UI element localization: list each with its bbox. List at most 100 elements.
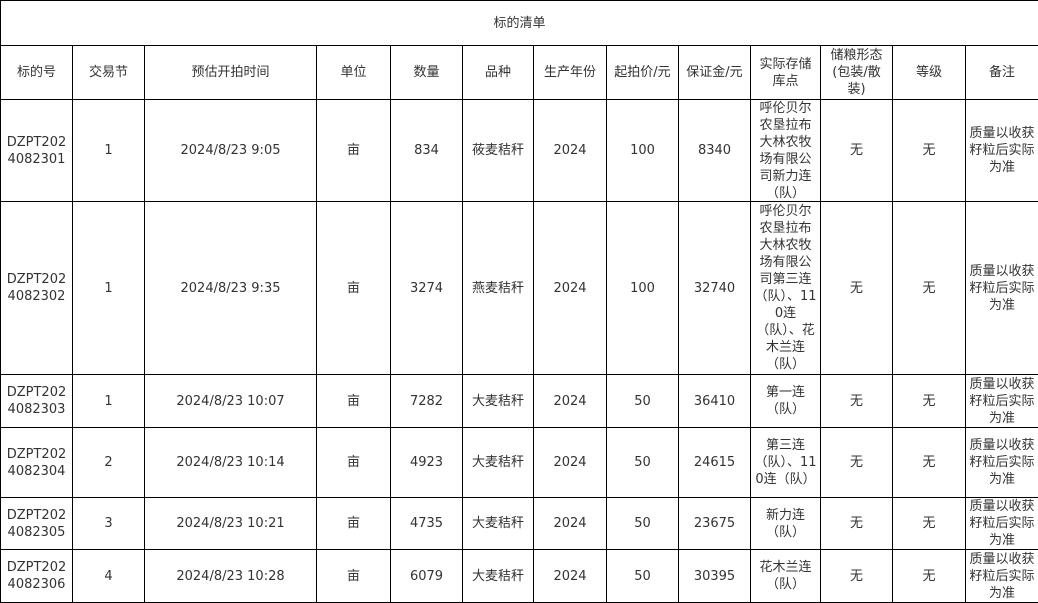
lot-id-text: DZPT2024082305 <box>4 507 69 541</box>
cell-storage-form: 无 <box>821 202 893 375</box>
grade-value: 无 <box>896 515 962 532</box>
year-value: 2024 <box>537 280 603 297</box>
cell-year: 2024 <box>534 202 607 375</box>
year-value: 2024 <box>537 142 603 159</box>
header-quantity: 数量 <box>391 46 463 100</box>
cell-storage-location: 呼伦贝尔农垦拉布大林农牧场有限公司新力连（队） <box>751 100 821 202</box>
variety-text: 大麦秸秆 <box>466 515 530 532</box>
storage-form-value: 无 <box>824 280 889 297</box>
deposit-value: 8340 <box>682 142 747 159</box>
header-session: 交易节 <box>73 46 145 100</box>
grade-text: 无 <box>896 454 962 471</box>
header-deposit: 保证金/元 <box>679 46 751 100</box>
start-price-value: 50 <box>610 393 675 410</box>
start-price-text: 50 <box>610 568 675 585</box>
cell-start-time: 2024/8/23 10:21 <box>145 498 317 550</box>
session-text: 1 <box>76 393 141 410</box>
variety-value: 燕麦秸秆 <box>466 280 530 297</box>
remark-value: 质量以收获籽粒后实际为准 <box>969 551 1035 602</box>
storage-location-value: 呼伦贝尔农垦拉布大林农牧场有限公司第三连（队）、110连（队）、花木兰连（队） <box>754 203 817 373</box>
start-time-text: 2024/8/23 10:14 <box>148 454 313 471</box>
year-text: 2024 <box>537 454 603 471</box>
start-time-value: 2024/8/23 10:14 <box>148 454 313 471</box>
cell-storage-location: 第三连（队）、110连（队） <box>751 428 821 498</box>
remark-text: 质量以收获籽粒后实际为准 <box>969 551 1035 602</box>
start-price-text: 100 <box>610 280 675 297</box>
lot-id-value: DZPT2024082306 <box>4 559 69 593</box>
cell-year: 2024 <box>534 550 607 603</box>
unit-text: 亩 <box>320 393 387 410</box>
header-lot-id: 标的号 <box>1 46 73 100</box>
storage-form-value: 无 <box>824 454 889 471</box>
storage-form-text: 无 <box>824 142 889 159</box>
cell-deposit: 30395 <box>679 550 751 603</box>
header-start-time: 预估开拍时间 <box>145 46 317 100</box>
cell-deposit: 8340 <box>679 100 751 202</box>
deposit-text: 30395 <box>682 568 747 585</box>
session-value: 1 <box>76 393 141 410</box>
deposit-value: 30395 <box>682 568 747 585</box>
start-time-text: 2024/8/23 9:35 <box>148 280 313 297</box>
cell-storage-form: 无 <box>821 100 893 202</box>
unit-text: 亩 <box>320 142 387 159</box>
variety-value: 莜麦秸秆 <box>466 142 530 159</box>
storage-location-text: 第一连（队） <box>754 384 817 418</box>
deposit-text: 8340 <box>682 142 747 159</box>
year-text: 2024 <box>537 280 603 297</box>
deposit-text: 23675 <box>682 515 747 532</box>
cell-deposit: 23675 <box>679 498 751 550</box>
year-text: 2024 <box>537 515 603 532</box>
remark-value: 质量以收获籽粒后实际为准 <box>969 125 1035 176</box>
lot-id-text: DZPT2024082304 <box>4 446 69 480</box>
session-text: 3 <box>76 515 141 532</box>
deposit-text: 36410 <box>682 393 747 410</box>
grade-value: 无 <box>896 142 962 159</box>
cell-year: 2024 <box>534 100 607 202</box>
storage-location-text: 花木兰连（队） <box>754 559 817 593</box>
table-title: 标的清单 <box>1 1 1038 46</box>
cell-deposit: 24615 <box>679 428 751 498</box>
header-unit: 单位 <box>317 46 391 100</box>
deposit-value: 24615 <box>682 454 747 471</box>
start-time-text: 2024/8/23 9:05 <box>148 142 313 159</box>
start-price-text: 50 <box>610 515 675 532</box>
unit-text: 亩 <box>320 454 387 471</box>
lot-id-value: DZPT2024082304 <box>4 446 69 480</box>
variety-value: 大麦秸秆 <box>466 393 530 410</box>
quantity-value: 4923 <box>394 454 459 471</box>
storage-form-text: 无 <box>824 454 889 471</box>
deposit-text: 24615 <box>682 454 747 471</box>
remark-text: 质量以收获籽粒后实际为准 <box>969 376 1035 427</box>
remark-text: 质量以收获籽粒后实际为准 <box>969 437 1035 488</box>
cell-variety: 燕麦秸秆 <box>463 202 534 375</box>
cell-variety: 大麦秸秆 <box>463 550 534 603</box>
variety-text: 莜麦秸秆 <box>466 142 530 159</box>
unit-text: 亩 <box>320 280 387 297</box>
cell-session: 1 <box>73 375 145 428</box>
cell-grade: 无 <box>893 202 966 375</box>
grade-value: 无 <box>896 454 962 471</box>
session-text: 1 <box>76 280 141 297</box>
cell-grade: 无 <box>893 550 966 603</box>
start-time-text: 2024/8/23 10:28 <box>148 568 313 585</box>
header-storage-location: 实际存储库点 <box>751 46 821 100</box>
unit-value: 亩 <box>320 393 387 410</box>
quantity-value: 3274 <box>394 280 459 297</box>
storage-form-value: 无 <box>824 515 889 532</box>
storage-location-value: 花木兰连（队） <box>754 559 817 593</box>
cell-deposit: 36410 <box>679 375 751 428</box>
cell-lot-id: DZPT2024082301 <box>1 100 73 202</box>
remark-value: 质量以收获籽粒后实际为准 <box>969 376 1035 427</box>
cell-remark: 质量以收获籽粒后实际为准 <box>966 100 1038 202</box>
cell-quantity: 7282 <box>391 375 463 428</box>
unit-value: 亩 <box>320 142 387 159</box>
storage-form-text: 无 <box>824 515 889 532</box>
cell-variety: 大麦秸秆 <box>463 498 534 550</box>
header-row: 标的号交易节预估开拍时间单位数量品种生产年份起拍价/元保证金/元实际存储库点储粮… <box>1 46 1038 100</box>
session-value: 4 <box>76 568 141 585</box>
storage-location-text: 呼伦贝尔农垦拉布大林农牧场有限公司新力连（队） <box>754 100 817 201</box>
